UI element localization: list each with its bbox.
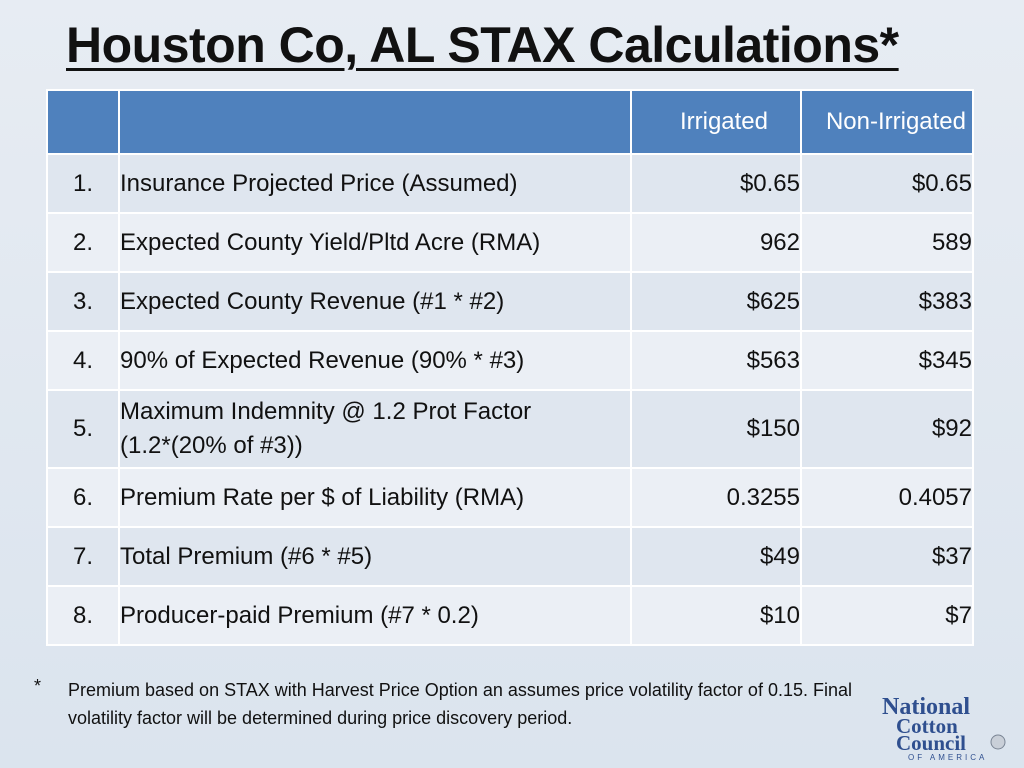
national-cotton-council-logo: National Cotton Council OF AMERICA: [882, 694, 1006, 762]
stax-calculations-table: Irrigated Non-Irrigated 1. Insurance Pro…: [46, 89, 974, 646]
irrigated-value: $150: [630, 389, 802, 469]
footnote-marker: *: [34, 676, 42, 696]
irrigated-value: $563: [630, 330, 802, 391]
non-irrigated-value: 0.4057: [800, 467, 974, 528]
table-row: 1. Insurance Projected Price (Assumed) $…: [46, 153, 974, 214]
row-label: Insurance Projected Price (Assumed): [118, 153, 632, 214]
row-label-line2: (1.2*(20% of #3)): [120, 432, 303, 459]
cotton-boll-icon: [990, 734, 1006, 750]
irrigated-value: $10: [630, 585, 802, 646]
table-row: 3. Expected County Revenue (#1 * #2) $62…: [46, 271, 974, 332]
table-header-row: Irrigated Non-Irrigated: [46, 89, 974, 155]
table-row: 2. Expected County Yield/Pltd Acre (RMA)…: [46, 212, 974, 273]
table-row: 6. Premium Rate per $ of Liability (RMA)…: [46, 467, 974, 528]
row-label: Producer-paid Premium (#7 * 0.2): [118, 585, 632, 646]
header-irrigated: Irrigated: [630, 89, 802, 155]
row-number: 6.: [46, 467, 120, 528]
non-irrigated-value: 589: [800, 212, 974, 273]
row-label: Premium Rate per $ of Liability (RMA): [118, 467, 632, 528]
logo-line3: Council: [896, 731, 966, 755]
slide-title: Houston Co, AL STAX Calculations*: [66, 17, 899, 73]
logo-line2: Cotton: [896, 714, 958, 738]
row-number: 8.: [46, 585, 120, 646]
logo-line1: National: [882, 694, 970, 720]
row-label: Expected County Revenue (#1 * #2): [118, 271, 632, 332]
irrigated-value: 0.3255: [630, 467, 802, 528]
row-label-line1: Maximum Indemnity @ 1.2 Prot Factor: [120, 398, 532, 425]
row-number: 5.: [46, 389, 120, 469]
irrigated-value: $49: [630, 526, 802, 587]
row-number: 2.: [46, 212, 120, 273]
non-irrigated-value: $383: [800, 271, 974, 332]
row-label: Maximum Indemnity @ 1.2 Prot Factor (1.2…: [118, 389, 632, 469]
table-row: 4. 90% of Expected Revenue (90% * #3) $5…: [46, 330, 974, 391]
non-irrigated-value: $92: [800, 389, 974, 469]
header-non-irrigated: Non-Irrigated: [800, 89, 974, 155]
row-label: Total Premium (#6 * #5): [118, 526, 632, 587]
row-number: 3.: [46, 271, 120, 332]
irrigated-value: $0.65: [630, 153, 802, 214]
row-label: Expected County Yield/Pltd Acre (RMA): [118, 212, 632, 273]
row-number: 1.: [46, 153, 120, 214]
table-row: 8. Producer-paid Premium (#7 * 0.2) $10 …: [46, 585, 974, 646]
header-number: [46, 89, 120, 155]
non-irrigated-value: $37: [800, 526, 974, 587]
non-irrigated-value: $0.65: [800, 153, 974, 214]
row-number: 7.: [46, 526, 120, 587]
row-number: 4.: [46, 330, 120, 391]
non-irrigated-value: $7: [800, 585, 974, 646]
table-row: 7. Total Premium (#6 * #5) $49 $37: [46, 526, 974, 587]
footnote-text: Premium based on STAX with Harvest Price…: [68, 680, 852, 728]
non-irrigated-value: $345: [800, 330, 974, 391]
row-label: 90% of Expected Revenue (90% * #3): [118, 330, 632, 391]
table-row: 5. Maximum Indemnity @ 1.2 Prot Factor (…: [46, 389, 974, 469]
logo-tagline: OF AMERICA: [908, 753, 987, 762]
header-description: [118, 89, 632, 155]
irrigated-value: $625: [630, 271, 802, 332]
irrigated-value: 962: [630, 212, 802, 273]
